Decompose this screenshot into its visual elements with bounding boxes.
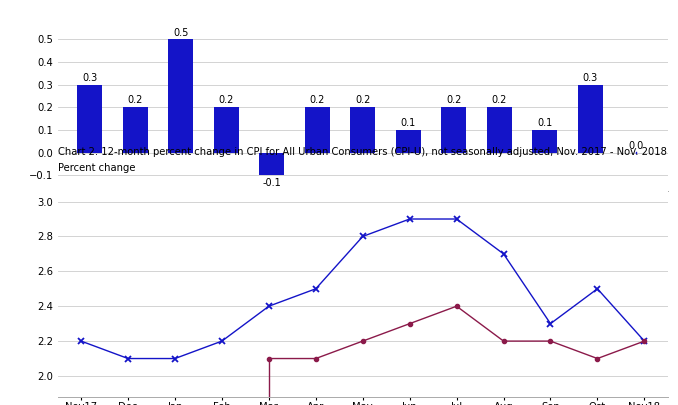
Text: 0.2: 0.2: [309, 96, 325, 105]
Text: 0.3: 0.3: [82, 73, 97, 83]
Text: 0.5: 0.5: [173, 28, 188, 38]
Text: 0.2: 0.2: [492, 96, 507, 105]
Text: Chart 2. 12-month percent change in CPI for All Urban Consumers (CPI-U), not sea: Chart 2. 12-month percent change in CPI …: [58, 147, 666, 157]
Bar: [351, 107, 375, 153]
Bar: [214, 107, 239, 153]
Bar: [396, 130, 421, 153]
Text: Percent change: Percent change: [58, 163, 135, 173]
Text: 0.2: 0.2: [446, 96, 462, 105]
Text: 0.1: 0.1: [401, 118, 416, 128]
Text: 0.2: 0.2: [127, 96, 143, 105]
Bar: [304, 107, 330, 153]
Bar: [168, 39, 193, 153]
Bar: [578, 85, 603, 153]
Bar: [532, 130, 557, 153]
Text: 0.0: 0.0: [629, 141, 643, 151]
Bar: [123, 107, 148, 153]
Bar: [77, 85, 102, 153]
Text: 0.2: 0.2: [355, 96, 370, 105]
Text: 0.2: 0.2: [218, 96, 234, 105]
Text: 0.3: 0.3: [583, 73, 598, 83]
Bar: [441, 107, 466, 153]
Bar: [487, 107, 512, 153]
Text: 0.1: 0.1: [537, 118, 553, 128]
Text: -0.1: -0.1: [262, 178, 281, 188]
Bar: [259, 153, 284, 175]
